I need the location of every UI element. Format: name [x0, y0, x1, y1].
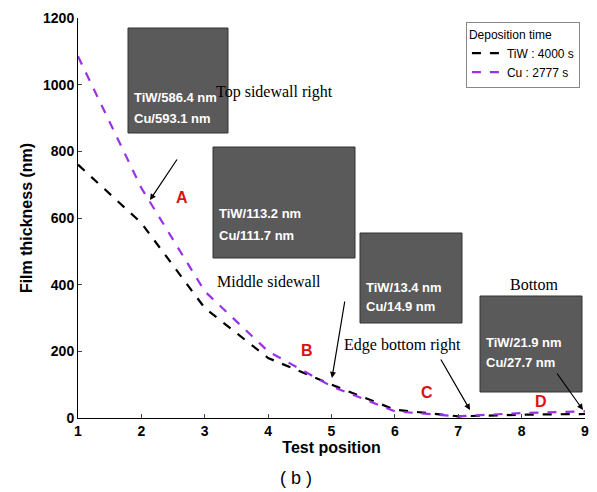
svg-text:4: 4	[264, 423, 272, 439]
svg-text:400: 400	[51, 277, 75, 293]
svg-text:Edge bottom right: Edge bottom right	[344, 336, 461, 354]
svg-text:Cu/14.9 nm: Cu/14.9 nm	[366, 299, 435, 314]
svg-text:1: 1	[74, 423, 82, 439]
svg-text:2: 2	[137, 423, 145, 439]
svg-text:TiW : 4000 s: TiW : 4000 s	[507, 47, 574, 61]
svg-text:Cu/27.7 nm: Cu/27.7 nm	[486, 355, 555, 370]
svg-text:1000: 1000	[43, 77, 74, 93]
svg-text:Cu : 2777 s: Cu : 2777 s	[507, 66, 568, 80]
svg-text:Cu/111.7 nm: Cu/111.7 nm	[219, 228, 294, 243]
svg-text:3: 3	[201, 423, 209, 439]
svg-text:Film thickness (nm): Film thickness (nm)	[18, 143, 35, 293]
svg-text:TiW/113.2 nm: TiW/113.2 nm	[219, 206, 301, 221]
svg-text:D: D	[535, 393, 547, 410]
svg-text:TiW/586.4 nm: TiW/586.4 nm	[134, 90, 217, 105]
svg-text:TiW/21.9 nm: TiW/21.9 nm	[486, 335, 562, 350]
svg-text:9: 9	[581, 423, 589, 439]
svg-text:1200: 1200	[43, 10, 74, 26]
svg-text:TiW/13.4 nm: TiW/13.4 nm	[366, 280, 442, 295]
svg-text:8: 8	[518, 423, 526, 439]
svg-text:5: 5	[328, 423, 336, 439]
svg-text:B: B	[301, 342, 313, 359]
svg-text:Test position: Test position	[282, 439, 380, 456]
svg-text:0: 0	[66, 410, 74, 426]
svg-text:800: 800	[51, 143, 75, 159]
svg-text:Top sidewall right: Top sidewall right	[216, 83, 333, 101]
svg-text:C: C	[421, 384, 433, 401]
svg-text:Deposition time: Deposition time	[469, 28, 552, 42]
svg-text:Cu/593.1 nm: Cu/593.1 nm	[134, 111, 211, 126]
svg-text:7: 7	[454, 423, 462, 439]
svg-text:Middle sidewall: Middle sidewall	[217, 273, 321, 290]
svg-text:A: A	[176, 189, 188, 206]
svg-text:600: 600	[51, 210, 75, 226]
svg-text:( b ): ( b )	[280, 468, 312, 488]
svg-text:200: 200	[51, 343, 75, 359]
svg-text:Bottom: Bottom	[510, 276, 559, 293]
svg-text:6: 6	[391, 423, 399, 439]
